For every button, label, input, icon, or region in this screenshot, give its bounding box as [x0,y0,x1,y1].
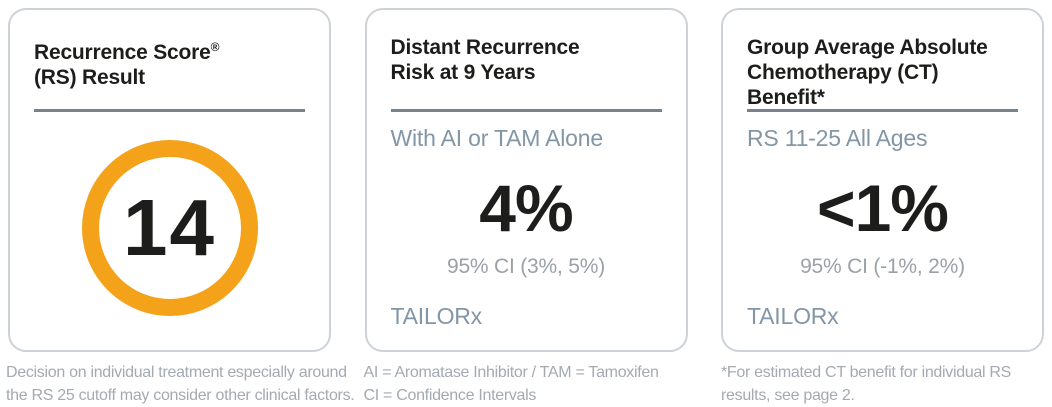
footnote-line: *For estimated CT benefit for individual… [721,364,1012,381]
risk-value-area: 4% 95% CI (3%, 5%) [391,151,662,303]
footnote-ct-benefit: *For estimated CT benefit for individual… [721,361,1044,407]
patient-group-label: RS 11-25 All Ages [747,125,928,151]
distant-recurrence-risk-value: 4% [479,171,573,245]
card-title-distant-recurrence: Distant Recurrence Risk at 9 Years [391,35,662,109]
cards-row: Recurrence Score® (RS) Result 14 Distant… [8,8,1044,352]
registered-trademark-symbol: ® [210,40,220,54]
recurrence-score-circle: 14 [81,139,258,316]
footnote-line: CI = Confidence Intervals [363,387,537,404]
confidence-interval: 95% CI (3%, 5%) [446,255,606,278]
recurrence-score-value: 14 [123,182,216,272]
title-line-2: (RS) Result [34,66,145,89]
title-line-2: Risk at 9 Years [390,61,536,84]
treatment-context-label: With AI or TAM Alone [390,125,604,151]
footnote-line: the RS 25 cutoff may consider other clin… [6,387,355,404]
card-title-ct-benefit: Group Average Absolute Chemotherapy (CT)… [747,35,1018,109]
card-chemotherapy-benefit: Group Average Absolute Chemotherapy (CT)… [721,8,1044,352]
confidence-interval: 95% CI (-1%, 2%) [800,255,965,278]
title-line-1: Recurrence Score [34,41,211,64]
title-line-1: Group Average Absolute [747,36,988,59]
title-line-1: Distant Recurrence [390,36,580,59]
card-divider [747,109,1018,112]
study-source-label: TAILORx [747,303,839,329]
card-title-recurrence-score: Recurrence Score® (RS) Result [34,35,305,109]
card-divider [390,109,662,112]
footnote-line: results, see page 2. [721,387,855,404]
card-distant-recurrence-risk: Distant Recurrence Risk at 9 Years With … [364,8,688,352]
footnote-line: AI = Aromatase Inhibitor / TAM = Tamoxif… [363,364,659,381]
title-line-2: Chemotherapy (CT) [747,61,939,84]
ct-benefit-value: <1% [817,171,949,245]
score-circle-area: 14 [34,125,305,330]
footnotes-row: Decision on individual treatment especia… [0,352,1052,407]
study-source-label: TAILORx [390,303,483,329]
footnote-recurrence-score: Decision on individual treatment especia… [6,361,355,407]
card-recurrence-score-result: Recurrence Score® (RS) Result 14 [8,8,331,352]
title-line-3: Benefit* [747,86,825,109]
footnote-abbreviations: AI = Aromatase Inhibitor / TAM = Tamoxif… [364,361,687,407]
benefit-value-area: <1% 95% CI (-1%, 2%) [747,151,1018,303]
card-divider [34,109,305,112]
footnote-line: Decision on individual treatment especia… [6,364,347,381]
